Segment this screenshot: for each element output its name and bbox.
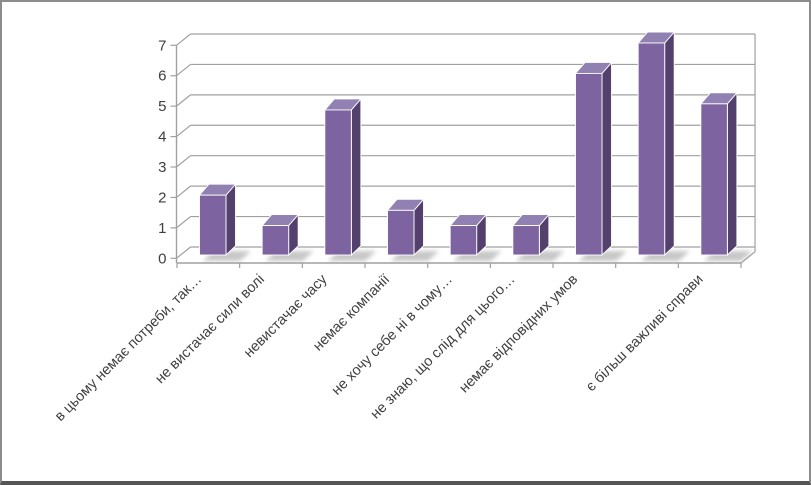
bar [261, 225, 290, 256]
bar [512, 225, 540, 256]
gridline-connector [176, 216, 191, 229]
bar [637, 42, 666, 256]
bar [199, 194, 227, 256]
bar-side-face [225, 182, 236, 257]
bar [449, 225, 478, 256]
bar-side-face [664, 30, 675, 257]
y-tick-label: 4 [158, 129, 166, 146]
y-tick-label: 5 [158, 98, 166, 115]
category-label: не хочу себе ні в чому… [329, 272, 456, 399]
gridline-connector [176, 33, 191, 46]
gridline-connector [176, 124, 191, 138]
bar-side-face [350, 97, 362, 257]
gridline-connector [176, 246, 191, 259]
y-tick-label: 2 [158, 189, 166, 206]
floor-right-edge [740, 251, 756, 264]
y-tick-label: 0 [158, 250, 166, 267]
y-tick-label: 1 [158, 220, 166, 237]
gridline-connector [176, 63, 191, 77]
y-tick-label: 3 [158, 159, 166, 176]
category-label: не вистачає сили волі [152, 272, 268, 388]
bar [575, 72, 603, 256]
category-label: є більш важливі справи [583, 272, 706, 395]
y-tick-label: 6 [158, 68, 166, 85]
bar-side-face [726, 91, 738, 257]
bar [324, 109, 352, 256]
category-label: немає відповідних умов [456, 271, 581, 396]
gridline-connector [176, 155, 191, 168]
bar-side-face [601, 61, 612, 257]
gridline-connector [176, 94, 191, 107]
bar [387, 209, 415, 256]
y-tick-label: 7 [158, 37, 166, 54]
gridline-connector [176, 185, 191, 198]
bar [700, 103, 728, 256]
